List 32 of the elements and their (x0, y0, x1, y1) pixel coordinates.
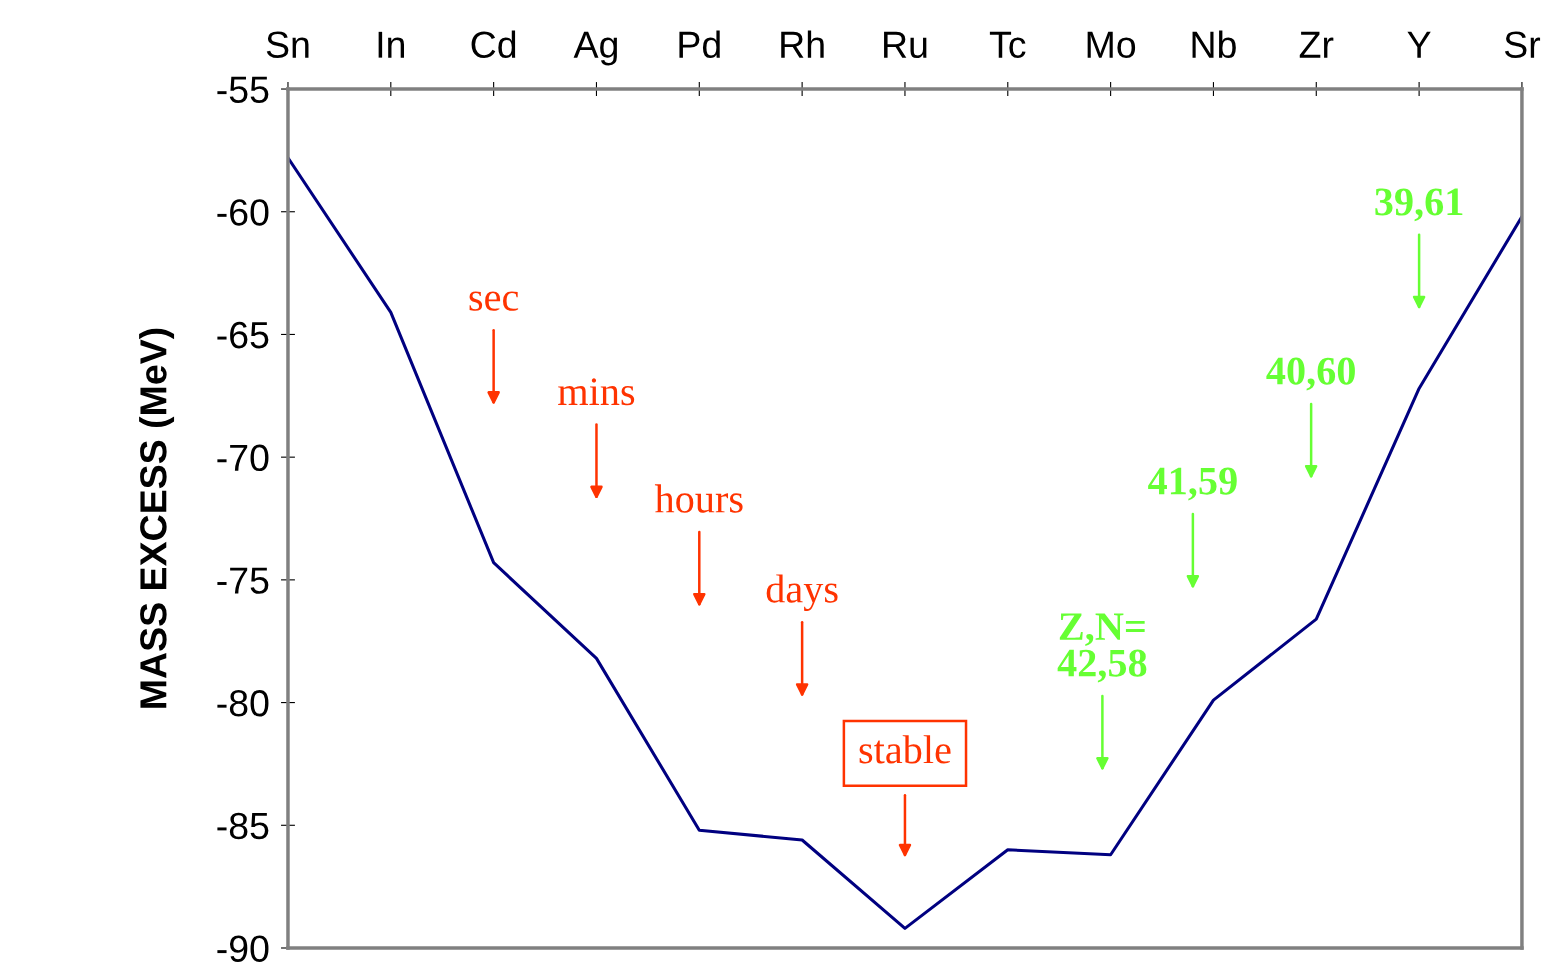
y-tick-label: -70 (217, 444, 269, 472)
annotation: days (766, 574, 838, 612)
annotation: 39,61 (1375, 188, 1463, 222)
y-tick-label: -90 (217, 935, 269, 962)
annotation: Z,N= 42,58 (1057, 613, 1147, 683)
x-tick-label: Y (1407, 31, 1431, 58)
y-tick-label: -65 (217, 321, 269, 349)
x-tick-label: Nb (1192, 30, 1236, 59)
x-tick-label: Pd (679, 30, 720, 59)
y-tick-label: -75 (217, 567, 269, 594)
x-tick-label: Cd (471, 30, 516, 59)
y-axis-title: MASS EXCESS (MeV) (139, 328, 175, 708)
y-tick-label: -85 (217, 812, 269, 840)
x-tick-label: Sr (1504, 31, 1541, 59)
annotation: stable (859, 735, 951, 764)
line-series (287, 156, 1522, 930)
x-tick-label: Mo (1087, 31, 1136, 59)
annotation: mins (558, 378, 635, 406)
y-tick-label: -80 (217, 689, 269, 717)
annotation: sec (469, 291, 519, 311)
x-tick-label: Tc (989, 31, 1026, 59)
y-tick-label: -55 (217, 76, 269, 103)
x-tick-label: In (378, 31, 405, 58)
annotation: 41,59 (1148, 467, 1237, 501)
x-tick-label: Rh (781, 30, 824, 58)
x-tick-label: Ru (884, 31, 927, 59)
x-tick-label: Ag (573, 31, 617, 66)
x-tick-label: Zr (1299, 31, 1334, 58)
annotation: hours (654, 484, 743, 513)
x-tick-label: Sn (266, 31, 309, 59)
annotation: 40,60 (1266, 357, 1355, 391)
y-tick-label: -60 (217, 199, 269, 226)
